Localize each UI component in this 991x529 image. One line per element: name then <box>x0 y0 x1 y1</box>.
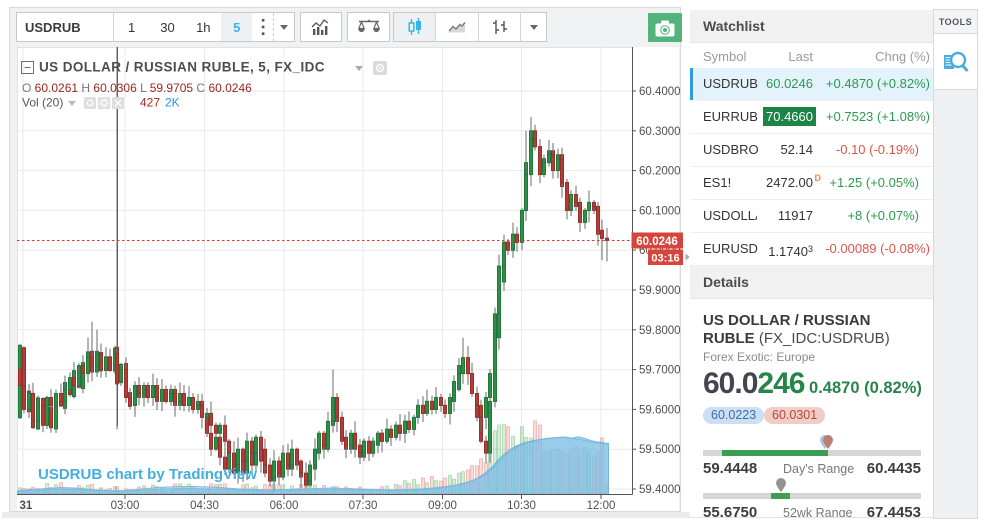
svg-text:07:30: 07:30 <box>349 500 378 512</box>
svg-text:59.6000: 59.6000 <box>639 404 681 416</box>
svg-text:USDRUB chart by TradingView: USDRUB chart by TradingView <box>38 466 257 483</box>
svg-text:427: 427 <box>140 96 160 110</box>
svg-text:59.5000: 59.5000 <box>639 444 681 456</box>
svg-text:59.8000: 59.8000 <box>639 325 681 337</box>
svg-text:10:30: 10:30 <box>507 500 536 512</box>
svg-text:59.9000: 59.9000 <box>639 285 681 297</box>
svg-text:US DOLLAR / RUSSIAN RUBLE, 5,: US DOLLAR / RUSSIAN RUBLE, 5, FX_IDC <box>39 60 325 75</box>
svg-text:O 60.0261 H 60.0306 L 59.9705: O 60.0261 H 60.0306 L 59.9705 C 60.0246 <box>22 81 252 95</box>
svg-text:03:16: 03:16 <box>651 253 679 265</box>
svg-text:59.7000: 59.7000 <box>639 365 681 377</box>
svg-text:60.4000: 60.4000 <box>639 86 681 98</box>
svg-text:06:00: 06:00 <box>270 500 299 512</box>
svg-text:2K: 2K <box>165 96 180 110</box>
svg-text:60.0246: 60.0246 <box>636 236 678 248</box>
svg-text:12:00: 12:00 <box>587 500 616 512</box>
svg-text:03:00: 03:00 <box>111 500 140 512</box>
svg-text:Vol (20): Vol (20) <box>22 96 63 110</box>
svg-text:60.3000: 60.3000 <box>639 126 681 138</box>
svg-text:04:30: 04:30 <box>190 500 219 512</box>
svg-text:60.1000: 60.1000 <box>639 205 681 217</box>
svg-text:59.4000: 59.4000 <box>639 484 681 496</box>
svg-text:09:00: 09:00 <box>428 500 457 512</box>
svg-text:60.2000: 60.2000 <box>639 166 681 178</box>
svg-text:31: 31 <box>20 500 33 512</box>
